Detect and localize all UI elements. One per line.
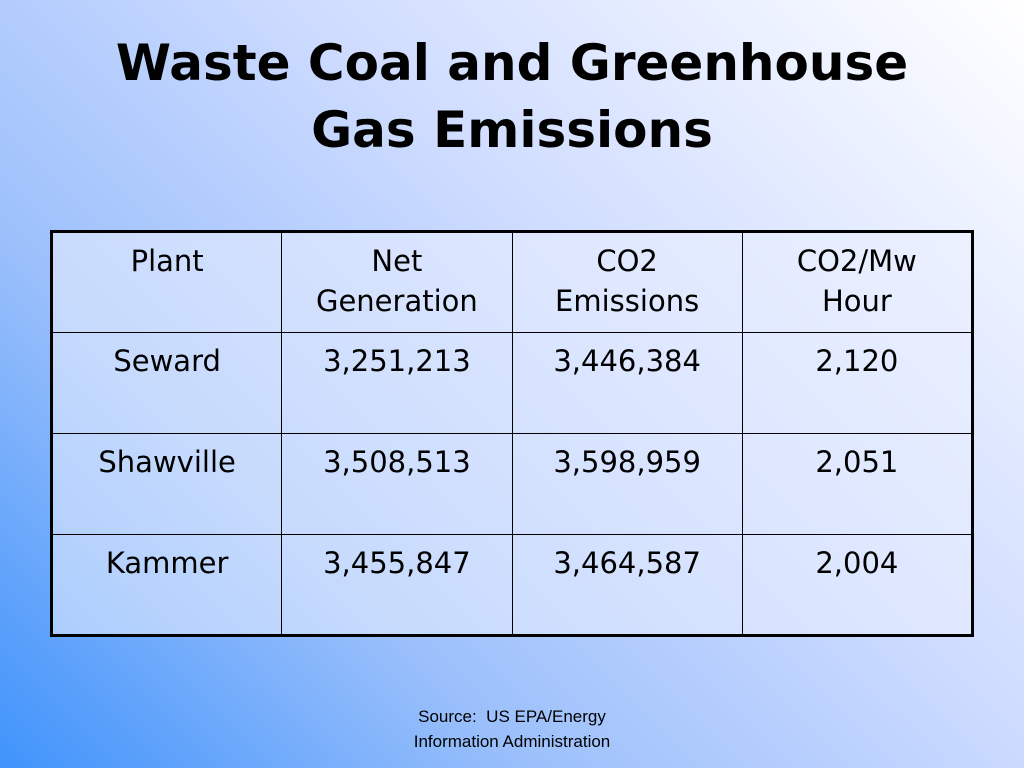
cell-text: 2,004 <box>815 546 899 580</box>
header-line: Net <box>371 244 423 278</box>
table-row: Shawville 3,508,513 3,598,959 2,051 <box>50 433 974 535</box>
data-table: Plant Net Generation CO2 Emissions CO2/Mw Hour… <box>50 230 974 637</box>
header-row: Plant Net Generation CO2 Emissions CO2/Mw Hour <box>50 231 974 333</box>
header-cell: CO2/Mw Hour <box>741 231 974 333</box>
table-cell: 3,455,847 <box>281 534 513 636</box>
cell-text: 3,508,513 <box>323 445 471 479</box>
table-cell: 3,251,213 <box>281 332 513 434</box>
table-cell: 2,004 <box>741 534 974 636</box>
source-note: Source: US EPA/Energy Information Adminis… <box>0 704 1024 754</box>
table-row: Kammer 3,455,847 3,464,587 2,004 <box>50 534 974 636</box>
slide-title: Waste Coal and Greenhouse Gas Emissions <box>0 30 1024 164</box>
cell-text: 2,051 <box>815 445 899 479</box>
title-line: Gas Emissions <box>311 101 713 159</box>
header-line: Emissions <box>555 284 700 318</box>
header-line: CO2/Mw <box>796 244 917 278</box>
table-cell: 3,446,384 <box>511 332 743 434</box>
header-cell: Net Generation <box>281 231 513 333</box>
source-line: Information Administration <box>413 732 611 751</box>
header-line: Hour <box>821 284 892 318</box>
cell-text: Seward <box>113 344 221 378</box>
table-cell: Seward <box>50 332 283 434</box>
table-cell: 3,508,513 <box>281 433 513 535</box>
title-line: Waste Coal and Greenhouse <box>115 34 909 92</box>
source-line: Source: US EPA/Energy <box>418 707 606 726</box>
table-row: Seward 3,251,213 3,446,384 2,120 <box>50 332 974 434</box>
cell-text: 3,598,959 <box>553 445 701 479</box>
header-cell: CO2 Emissions <box>511 231 743 333</box>
table-cell: Kammer <box>50 534 283 636</box>
header-line: Plant <box>130 244 204 278</box>
cell-text: 3,464,587 <box>553 546 701 580</box>
cell-text: 3,455,847 <box>323 546 471 580</box>
table-cell: Shawville <box>50 433 283 535</box>
table-cell: 3,464,587 <box>511 534 743 636</box>
table-cell: 3,598,959 <box>511 433 743 535</box>
cell-text: Kammer <box>105 546 229 580</box>
header-line: Generation <box>315 284 478 318</box>
cell-text: 3,446,384 <box>553 344 701 378</box>
cell-text: 2,120 <box>815 344 899 378</box>
table-cell: 2,120 <box>741 332 974 434</box>
cell-text: Shawville <box>98 445 236 479</box>
header-cell: Plant <box>50 231 283 333</box>
header-line: CO2 <box>596 244 658 278</box>
cell-text: 3,251,213 <box>323 344 471 378</box>
table-cell: 2,051 <box>741 433 974 535</box>
